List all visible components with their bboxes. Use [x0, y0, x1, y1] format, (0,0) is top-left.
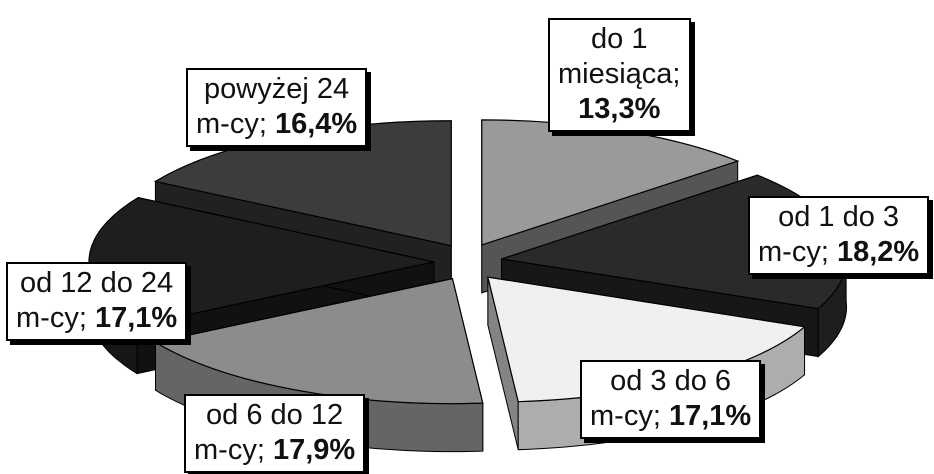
- slice-label-line2: miesiąca;: [558, 58, 681, 90]
- slice-label-line1: od 3 do 6: [610, 365, 732, 397]
- slice-label-line1: od 1 do 3: [778, 201, 900, 233]
- slice-label-od-12-do-24: od 12 do 24 m-cy; 17,1%: [6, 262, 188, 341]
- slice-value: 16,4%: [274, 108, 358, 140]
- slice-value: 17,9%: [272, 434, 356, 466]
- slice-label-line1: od 6 do 12: [206, 399, 344, 431]
- slice-label-line1: od 12 do 24: [19, 267, 174, 299]
- slice-value: 17,1%: [94, 302, 178, 334]
- slice-label-line2: m-cy;: [16, 302, 87, 334]
- slice-label-line2: m-cy;: [758, 236, 829, 268]
- slice-label-line1: do 1: [591, 23, 648, 55]
- slice-label-powyzej-24: powyżej 24 m-cy; 16,4%: [186, 68, 368, 147]
- slice-label-do-1-miesiaca: do 1 miesiąca; 13,3%: [548, 18, 691, 132]
- slice-label-od-6-do-12: od 6 do 12 m-cy; 17,9%: [184, 394, 366, 473]
- slice-label-od-3-do-6: od 3 do 6 m-cy; 17,1%: [580, 360, 762, 439]
- slice-value: 17,1%: [668, 400, 752, 432]
- slice-label-line2: m-cy;: [194, 434, 265, 466]
- slice-value: 13,3%: [578, 93, 661, 125]
- slice-label-od-1-do-3: od 1 do 3 m-cy; 18,2%: [748, 196, 930, 275]
- slice-label-line2: m-cy;: [590, 400, 661, 432]
- slice-value: 18,2%: [836, 236, 920, 268]
- slice-label-line1: powyżej 24: [204, 73, 350, 105]
- pie-slice-od-6-do-12: [153, 277, 484, 405]
- slice-label-line2: m-cy;: [196, 108, 267, 140]
